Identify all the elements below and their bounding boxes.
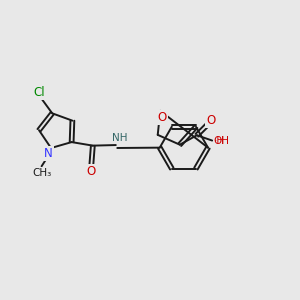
- Text: N: N: [44, 147, 53, 160]
- Text: ·H: ·H: [214, 136, 225, 146]
- Text: OH: OH: [213, 136, 229, 146]
- Text: Cl: Cl: [34, 85, 45, 99]
- Text: O: O: [206, 114, 216, 127]
- Text: NH: NH: [112, 133, 127, 143]
- Text: CH₃: CH₃: [32, 168, 51, 178]
- Text: O: O: [157, 111, 166, 124]
- Text: O: O: [86, 165, 95, 178]
